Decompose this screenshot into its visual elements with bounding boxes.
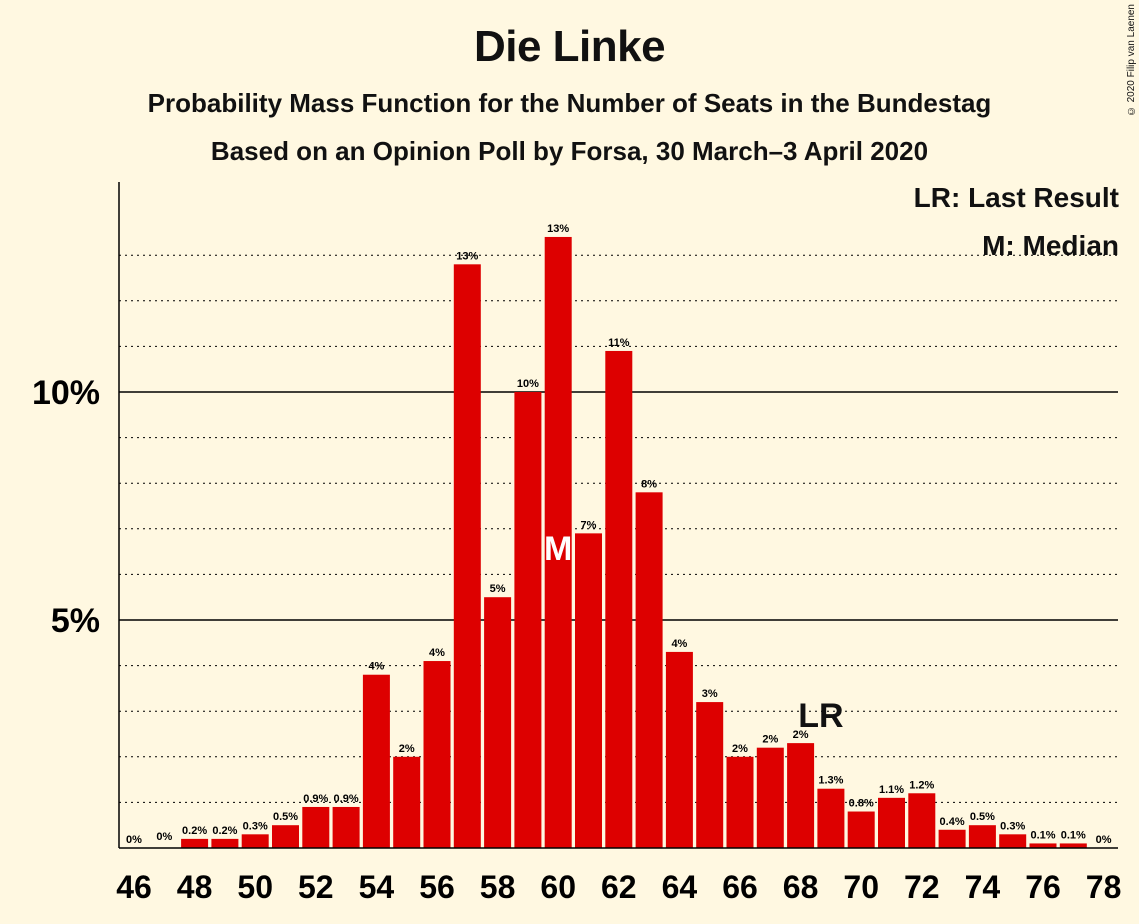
x-tick-label: 70 — [843, 869, 879, 905]
bar — [484, 597, 512, 848]
legend-last-result: LR: Last Result — [913, 182, 1119, 213]
bar — [181, 838, 209, 848]
x-tick-label: 72 — [904, 869, 940, 905]
data-label: 13% — [456, 250, 478, 262]
x-tick-label: 54 — [359, 869, 395, 905]
bar — [1029, 843, 1057, 848]
data-label: 3% — [702, 688, 718, 700]
data-label: 0% — [126, 834, 142, 846]
data-label: 0.5% — [970, 811, 995, 823]
bar — [908, 793, 936, 848]
bar — [514, 392, 542, 848]
data-label: 1.2% — [909, 779, 934, 791]
bar — [756, 747, 784, 848]
data-label: 1.1% — [879, 784, 904, 796]
bar — [878, 797, 905, 848]
bar — [423, 661, 451, 848]
x-tick-label: 52 — [298, 869, 334, 905]
data-label: 11% — [608, 337, 630, 349]
x-tick-label: 46 — [116, 869, 152, 905]
chart-title: Die Linke — [473, 22, 666, 71]
y-tick-label: 5% — [51, 602, 100, 640]
data-label: 0% — [1096, 834, 1112, 846]
data-label: 0.4% — [940, 816, 965, 828]
data-label: 10% — [517, 378, 539, 390]
x-tick-label: 56 — [419, 869, 455, 905]
bar — [938, 829, 966, 848]
last-result-marker: LR — [798, 697, 843, 735]
x-tick-label: 58 — [480, 869, 516, 905]
bar — [817, 788, 845, 848]
data-label: 2% — [762, 734, 778, 746]
x-tick-label: 48 — [177, 869, 213, 905]
chart-subtitle: Probability Mass Function for the Number… — [147, 88, 992, 118]
data-label: 2% — [793, 729, 809, 741]
data-label: 0.1% — [1030, 829, 1055, 841]
data-label: 0.1% — [1061, 829, 1086, 841]
data-label: 2% — [399, 743, 415, 755]
bar — [1059, 843, 1087, 848]
bar — [968, 825, 996, 848]
data-label: 0.5% — [273, 811, 298, 823]
bar — [635, 492, 663, 848]
data-label: 0.3% — [243, 820, 268, 832]
bar — [696, 702, 724, 848]
data-label: 0.3% — [1000, 820, 1025, 832]
data-label: 0.9% — [334, 793, 359, 805]
bar — [241, 834, 269, 848]
data-label: 1.3% — [818, 775, 843, 787]
bar — [787, 743, 815, 848]
y-tick-label: 10% — [32, 374, 100, 412]
x-tick-label: 66 — [722, 869, 758, 905]
bar — [999, 834, 1027, 848]
data-label: 0.9% — [303, 793, 328, 805]
data-label: 0% — [156, 831, 172, 843]
bar — [272, 825, 299, 848]
bar — [302, 806, 330, 848]
x-tick-label: 74 — [965, 869, 1001, 905]
data-label: 0.8% — [849, 798, 874, 810]
data-label: 5% — [490, 583, 506, 595]
bar — [362, 674, 390, 848]
bar — [211, 838, 239, 848]
bar — [847, 811, 875, 848]
median-marker: M — [544, 530, 572, 568]
x-tick-label: 62 — [601, 869, 637, 905]
bar — [665, 651, 693, 848]
x-tick-label: 68 — [783, 869, 819, 905]
data-label: 13% — [547, 223, 569, 235]
x-tick-label: 64 — [662, 869, 698, 905]
data-label: 7% — [581, 519, 597, 531]
chart-subtitle-poll: Based on an Opinion Poll by Forsa, 30 Ma… — [210, 136, 929, 166]
bar — [575, 533, 602, 848]
legend-median: M: Median — [982, 230, 1119, 261]
x-tick-label: 76 — [1025, 869, 1061, 905]
data-label: 0.2% — [212, 825, 237, 837]
bar — [544, 236, 572, 848]
data-label: 4% — [368, 661, 384, 673]
x-tick-label: 60 — [540, 869, 576, 905]
bar — [393, 756, 421, 848]
bar — [605, 350, 633, 848]
data-label: 4% — [429, 647, 445, 659]
x-tick-label: 50 — [237, 869, 273, 905]
bar — [332, 806, 360, 848]
x-tick-label: 78 — [1086, 869, 1122, 905]
data-label: 4% — [671, 638, 687, 650]
bar — [726, 756, 754, 848]
data-label: 2% — [732, 743, 748, 755]
data-label: 8% — [641, 478, 657, 490]
data-label: 0.2% — [182, 825, 207, 837]
bar — [453, 264, 481, 848]
